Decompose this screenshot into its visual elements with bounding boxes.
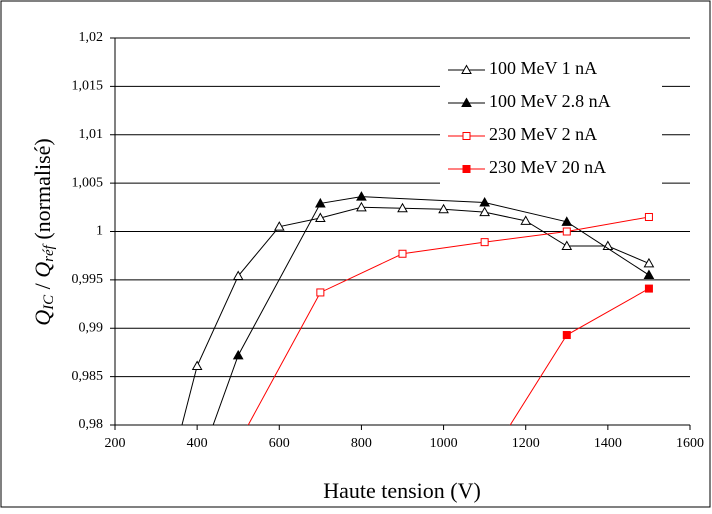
y-tick-label: 0,99 — [79, 320, 104, 335]
x-tick-label: 1200 — [512, 436, 540, 451]
y-title-part: réf — [41, 243, 57, 261]
y-title-part: IC — [41, 294, 57, 311]
marker — [520, 215, 532, 225]
marker — [398, 249, 407, 258]
y-tick-label: 1,01 — [79, 127, 104, 142]
marker — [643, 257, 655, 268]
marker — [315, 212, 326, 222]
y-title-part: / — [30, 278, 55, 295]
marker — [562, 331, 571, 340]
x-tick-label: 1400 — [594, 436, 622, 451]
marker — [191, 360, 203, 370]
marker — [643, 269, 655, 280]
x-axis-title: Haute tension (V) — [323, 478, 481, 503]
y-tick-label: 0,985 — [72, 369, 104, 384]
legend: 100 MeV 1 nA 100 MeV 2.8 nA 230 MeV 2 nA 23… — [440, 52, 662, 188]
marker — [273, 221, 285, 231]
legend-label: 230 MeV 2 nA — [489, 124, 597, 144]
y-title-part: Q — [30, 310, 55, 326]
legend-label: 230 MeV 20 nA — [489, 157, 606, 177]
marker — [561, 240, 573, 251]
x-tick-label: 800 — [351, 436, 372, 451]
marker — [232, 349, 244, 360]
x-tick-label: 400 — [187, 436, 208, 451]
y-tick-label: 1 — [96, 224, 103, 239]
x-tick-label: 1000 — [430, 436, 458, 451]
marker — [644, 284, 653, 293]
y-tick-label: 1,015 — [72, 79, 104, 94]
y-title-part: Q — [30, 262, 55, 278]
y-title-part: (normalisé) — [30, 138, 55, 245]
marker — [461, 64, 472, 74]
x-tick-label: 200 — [105, 436, 126, 451]
plot-area — [181, 191, 655, 425]
series-line — [247, 216, 650, 425]
marker — [561, 216, 573, 226]
y-tick-label: 0,98 — [79, 417, 104, 432]
legend-label: 100 MeV 1 nA — [489, 58, 597, 78]
marker — [461, 97, 472, 107]
marker — [562, 227, 571, 236]
marker — [462, 165, 471, 173]
marker — [356, 191, 367, 201]
marker — [462, 132, 471, 140]
marker — [356, 201, 367, 212]
marker — [480, 238, 489, 247]
marker — [438, 203, 449, 214]
marker — [397, 202, 408, 213]
marker — [644, 212, 653, 221]
y-tick-label: 1,005 — [72, 175, 104, 190]
marker — [479, 196, 490, 207]
legend-box — [440, 52, 662, 188]
marker — [315, 197, 326, 208]
y-tick-label: 1,02 — [79, 30, 104, 45]
marker — [479, 206, 490, 217]
x-tick-label: 600 — [269, 436, 290, 451]
legend-label: 100 MeV 2.8 nA — [489, 91, 611, 111]
x-tick-label: 1600 — [676, 436, 704, 451]
y-tick-label: 0,995 — [72, 272, 104, 287]
marker — [232, 270, 244, 281]
y-axis-title: QIC / Qréf (normalisé) — [30, 138, 57, 325]
marker — [316, 288, 325, 297]
